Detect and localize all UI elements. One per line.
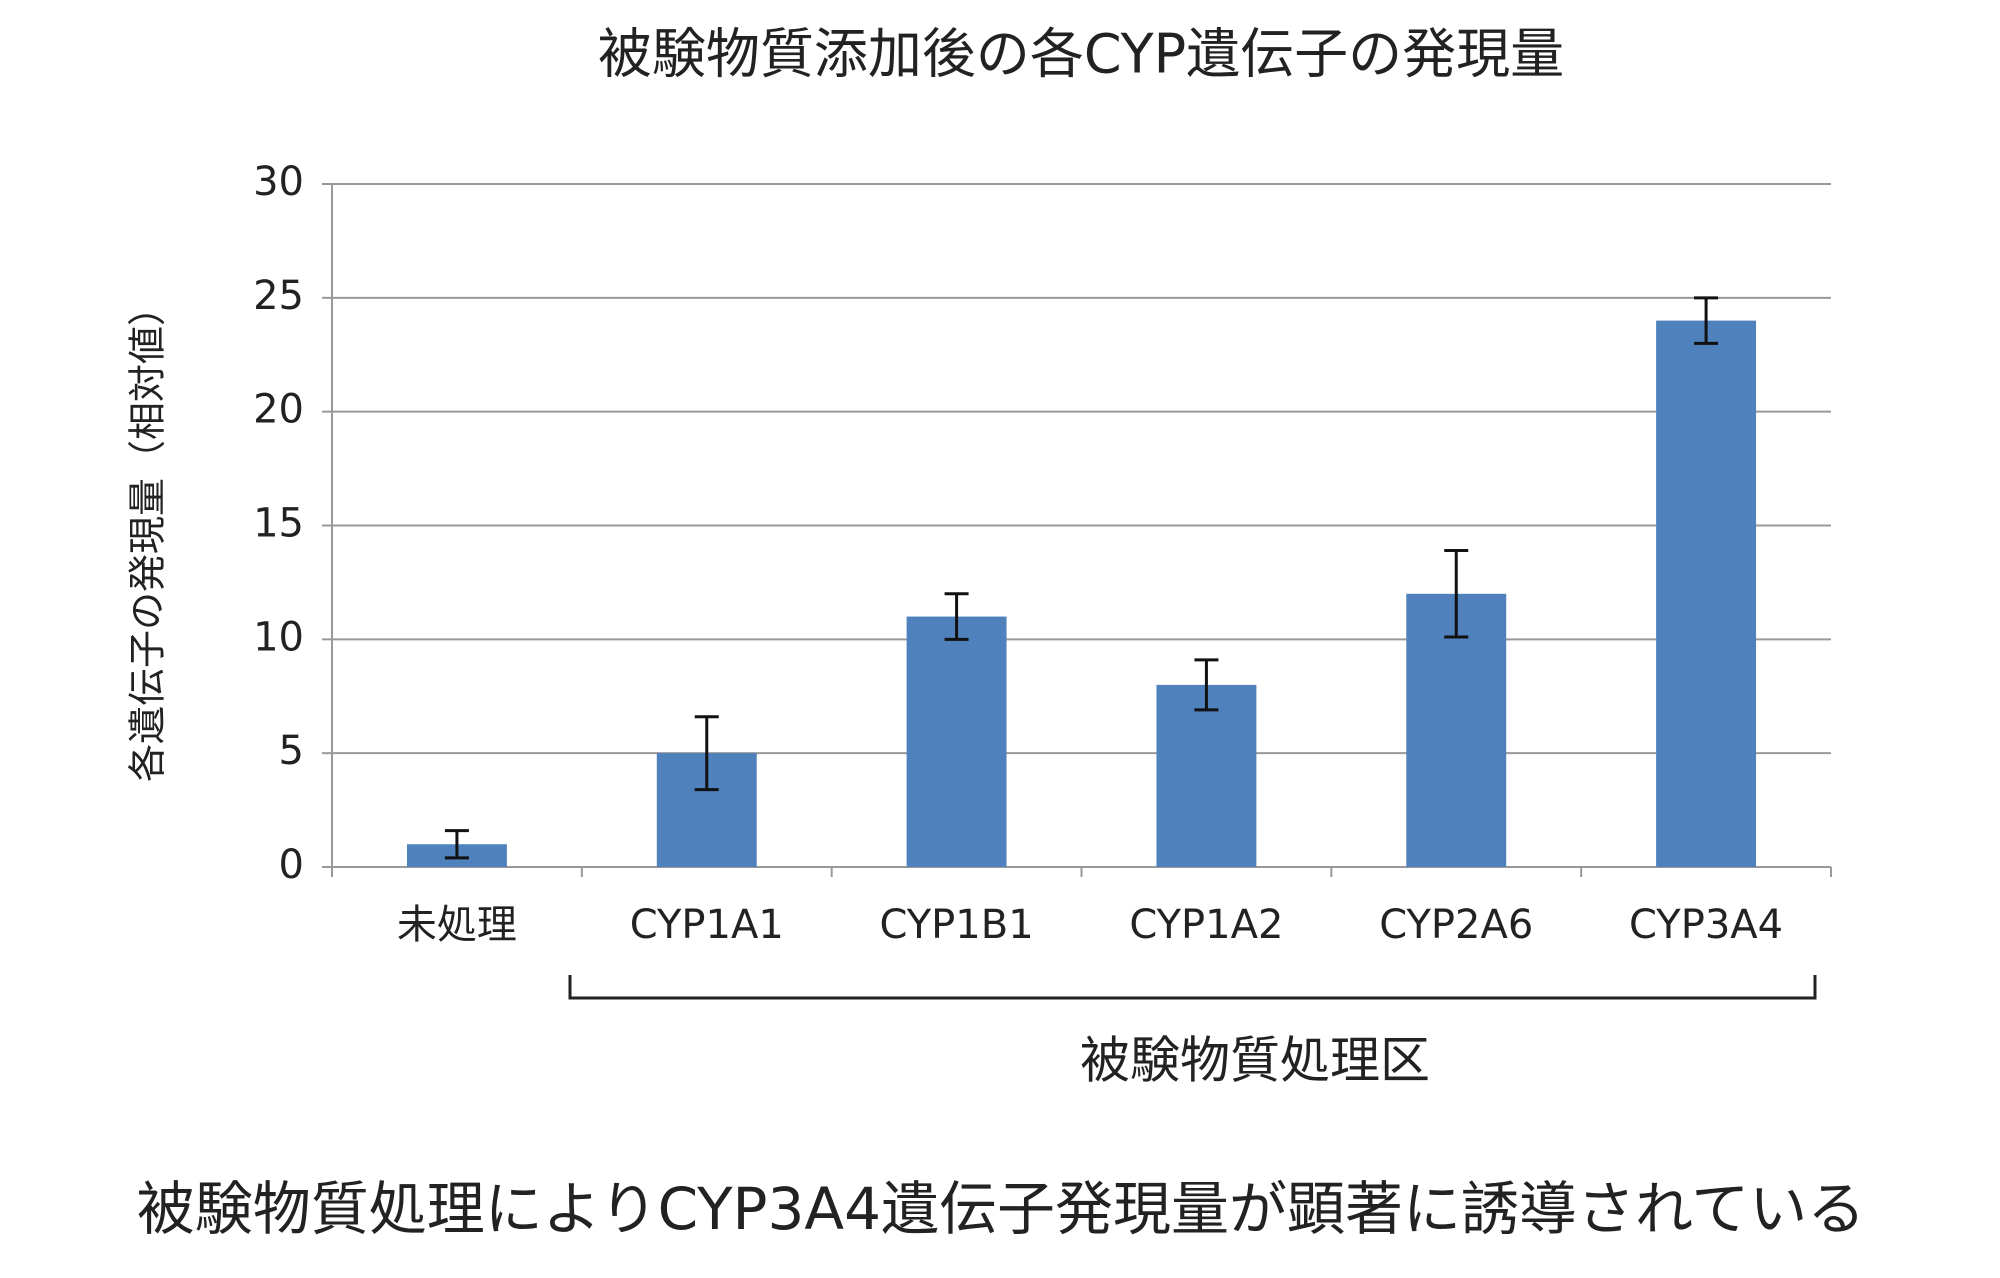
x-tick-label: 未処理 [397,902,517,948]
chart-title: 被験物質添加後の各CYP遺伝子の発現量 [598,23,1564,86]
error-bar [944,592,969,641]
x-tick-label: CYP1B1 [880,902,1034,948]
y-tick-label: 30 [253,159,304,205]
bar [1156,684,1257,867]
y-tick-label: 15 [253,501,304,547]
y-tick-label: 10 [253,614,304,660]
y-tick-label: 25 [253,273,304,319]
x-tick-label: CYP1A2 [1129,902,1283,948]
y-tick-label: 0 [279,842,304,888]
group-label: 被験物質処理区 [1080,1032,1430,1090]
x-tick-label: CYP2A6 [1379,902,1533,948]
x-tick-label: CYP1A1 [630,902,784,948]
error-bar [1694,296,1719,345]
bar [1656,320,1757,868]
y-axis-label: 各遺伝子の発現量（相対値） [126,288,170,782]
y-tick-label: 5 [279,728,304,774]
bar [1406,593,1507,867]
bar [906,616,1007,867]
error-bar [694,715,719,792]
error-bar [444,829,469,860]
y-tick-label: 20 [253,387,304,433]
x-tick-label: CYP3A4 [1629,902,1783,948]
error-bar [1194,658,1219,712]
error-bar [1444,549,1469,639]
group-bracket [568,975,1817,1000]
caption: 被験物質処理によりCYP3A4遺伝子発現量が顕著に誘導されている [137,1175,1865,1243]
